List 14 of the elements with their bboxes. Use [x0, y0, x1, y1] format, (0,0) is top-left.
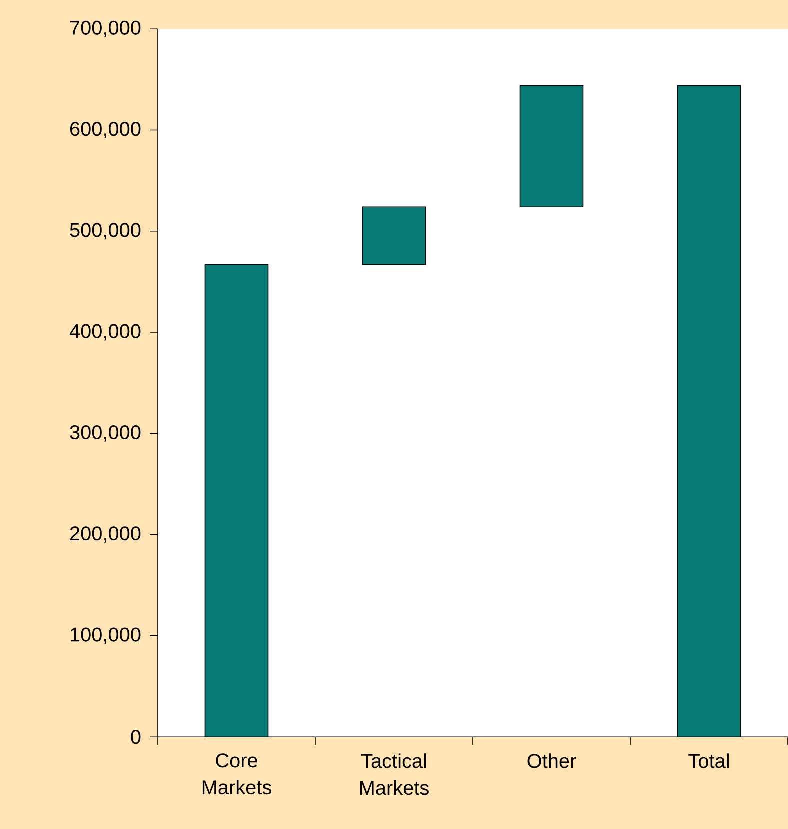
x-tick-label: Tactical Markets [360, 754, 429, 796]
x-tick-label: Other [528, 754, 576, 768]
y-tick-label: 300,000 [70, 425, 141, 442]
bar [362, 206, 426, 266]
y-tick-label: 100,000 [70, 628, 141, 644]
y-tick-label: 500,000 [70, 223, 141, 240]
y-tick-label: 400,000 [70, 324, 141, 341]
y-tick-label: 700,000 [70, 20, 141, 38]
y-tick-label: 0 [131, 730, 141, 744]
y-tick-label: 600,000 [70, 122, 141, 138]
bar [520, 85, 584, 208]
x-tick-label: Total [688, 754, 729, 768]
y-tick-label: 200,000 [70, 526, 141, 544]
x-tick-label: Core Markets [202, 754, 272, 795]
